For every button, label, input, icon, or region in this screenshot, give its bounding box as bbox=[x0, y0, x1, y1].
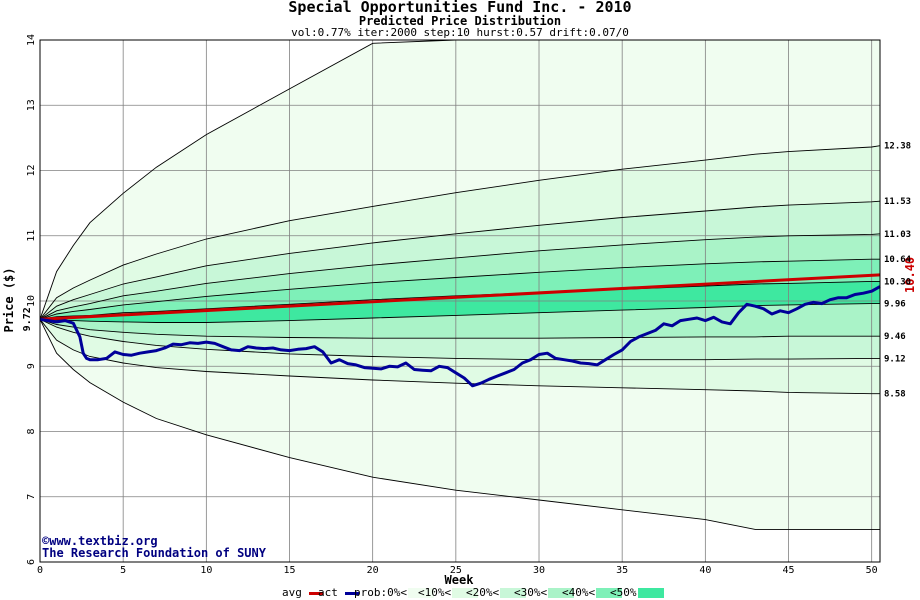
percentile-label-11.53: 11.53 bbox=[884, 197, 911, 207]
x-tick-label-10: 10 bbox=[200, 565, 212, 576]
legend-swatch-50 bbox=[637, 588, 664, 598]
credit-site: ©www.textbiz.org bbox=[42, 534, 158, 548]
x-axis-title: Week bbox=[445, 573, 475, 587]
legend-10: <10%< bbox=[418, 586, 479, 599]
x-tick-label-25: 25 bbox=[450, 565, 462, 576]
legend-swatch-30 bbox=[548, 588, 575, 598]
legend-prob: prob:0%< bbox=[354, 586, 434, 599]
percentile-curves bbox=[39, 39, 881, 530]
simulation-parameters: vol:0.77% iter:2000 step:10 hurst:0.57 d… bbox=[291, 26, 629, 39]
curve-p11_03 bbox=[39, 233, 881, 320]
y-tick-label-6: 6 bbox=[26, 559, 37, 565]
y-tick-label-8: 8 bbox=[26, 428, 37, 434]
plot-frame bbox=[39, 39, 881, 563]
legend-act: act bbox=[318, 586, 359, 599]
grid-lines bbox=[39, 39, 880, 563]
y-tick-label-13: 13 bbox=[26, 99, 37, 111]
legend-30: <30%< bbox=[514, 586, 575, 599]
x-tick-label-40: 40 bbox=[699, 565, 711, 576]
curve-p10_64 bbox=[39, 258, 880, 320]
x-tick-label-45: 45 bbox=[782, 565, 794, 576]
y-tick-label-11: 11 bbox=[26, 230, 37, 242]
legend: avg act prob:0%< <10%< <20%< <30%< <40%<… bbox=[0, 586, 920, 600]
percentile-label-12.38: 12.38 bbox=[884, 142, 911, 152]
percentile-label-9.12: 9.12 bbox=[884, 354, 906, 364]
chart-subtitle: Predicted Price Distribution bbox=[358, 14, 562, 28]
percentile-label-8.58: 8.58 bbox=[884, 390, 906, 400]
curve-p9_12 bbox=[39, 318, 880, 361]
legend-avg: avg bbox=[282, 586, 323, 599]
x-tick-label-5: 5 bbox=[120, 565, 126, 576]
x-tick-label-15: 15 bbox=[283, 565, 295, 576]
y-tick-label-9: 9 bbox=[26, 363, 37, 369]
legend-swatch-10 bbox=[452, 588, 479, 598]
curve-p11_53 bbox=[39, 200, 881, 320]
curve-outer_lower bbox=[39, 319, 880, 530]
legend-swatch-40 bbox=[596, 588, 623, 598]
series-lines bbox=[39, 273, 881, 388]
legend-swatch-20 bbox=[500, 588, 527, 598]
percentile-label-9.96: 9.96 bbox=[884, 300, 906, 310]
credit-org: The Research Foundation of SUNY bbox=[42, 546, 267, 560]
y-axis-title: Price ($) bbox=[2, 267, 16, 332]
legend-40: <40%< bbox=[562, 586, 623, 599]
series-act bbox=[39, 285, 881, 388]
percentile-label-11.03: 11.03 bbox=[884, 230, 911, 240]
y-tick-label-10: 10 bbox=[26, 295, 37, 307]
y-tick-label-7: 7 bbox=[26, 494, 37, 500]
x-tick-label-0: 0 bbox=[37, 565, 43, 576]
legend-20: <20%< bbox=[466, 586, 527, 599]
axes bbox=[39, 39, 881, 563]
curve-p9_96 bbox=[39, 303, 880, 323]
band-50 bbox=[40, 281, 880, 323]
percentile-label-10.30: 10.30 bbox=[884, 277, 911, 287]
x-tick-label-35: 35 bbox=[616, 565, 628, 576]
percentile-label-10.64: 10.64 bbox=[884, 255, 912, 265]
axis-labels: 0 5 10 15 20 25 30 35 40 45 50 6 7 8 9 10 11 12 13 14 9.72 10… bbox=[22, 34, 917, 576]
x-tick-label-50: 50 bbox=[866, 565, 878, 576]
series-avg bbox=[39, 273, 881, 321]
y-tick-label-12: 12 bbox=[26, 164, 37, 176]
start-price-label: 9.72 bbox=[22, 307, 33, 331]
legend-swatch-0 bbox=[407, 588, 434, 598]
legend-50: <50% bbox=[610, 586, 664, 599]
x-tick-label-20: 20 bbox=[367, 565, 379, 576]
curve-p9_46 bbox=[39, 318, 880, 339]
current-price-label: 10.40 bbox=[903, 257, 917, 293]
curve-p12_38 bbox=[39, 145, 881, 320]
y-tick-label-14: 14 bbox=[26, 34, 37, 46]
chart-title: Special Opportunities Fund Inc. - 2010 bbox=[288, 0, 632, 16]
percentile-label-9.46: 9.46 bbox=[884, 332, 906, 342]
x-tick-label-30: 30 bbox=[533, 565, 545, 576]
